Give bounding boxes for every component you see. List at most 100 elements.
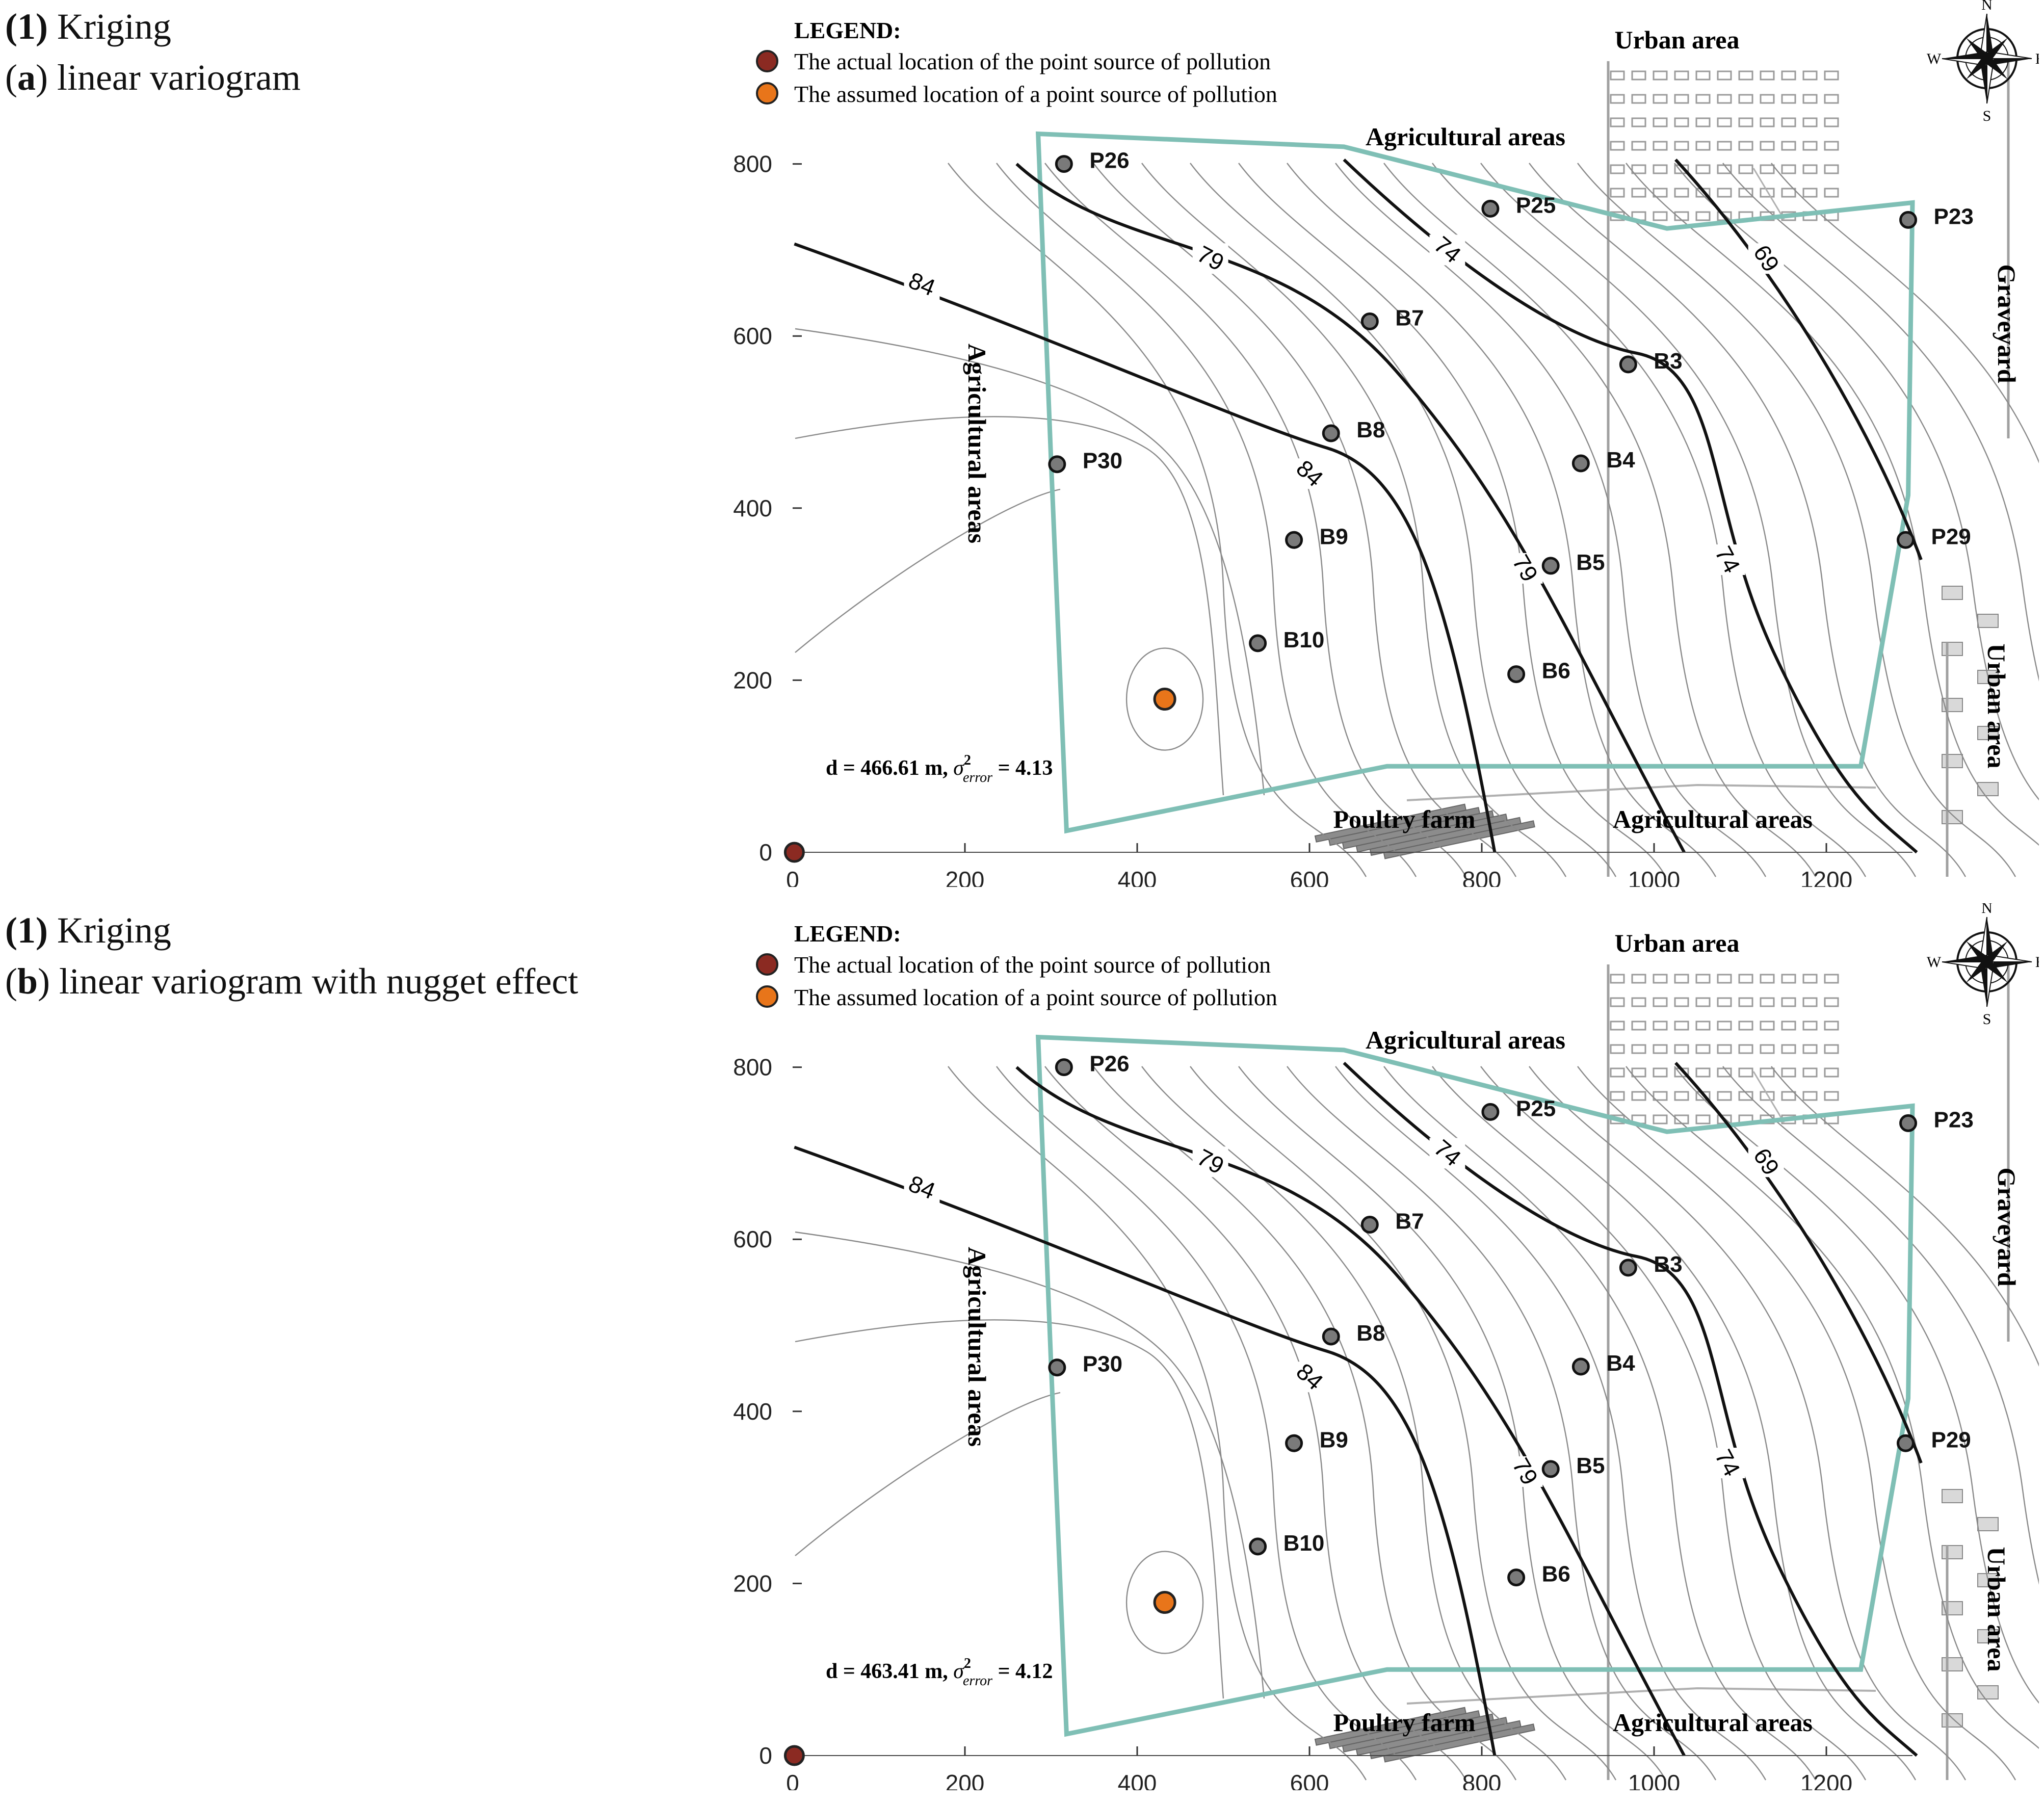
sampling-point-label: P26: [1089, 148, 1129, 173]
x-tick-label: 800: [1462, 867, 1502, 887]
annotation-sup: 2: [964, 1656, 971, 1671]
building-block: [1610, 141, 1625, 151]
annotation-distance: d = 466.61 m,: [826, 756, 953, 780]
thin-contour-line: [1093, 163, 1517, 877]
poultry-farm-label: Poultry farm: [1333, 1708, 1475, 1737]
caption-b-method: Kriging: [47, 910, 171, 951]
thin-contour-line: [1480, 163, 1917, 877]
building-block: [1631, 997, 1646, 1007]
sampling-point-p25: [1481, 1103, 1500, 1121]
actual-source-marker: [783, 842, 805, 863]
compass-s: S: [1983, 1011, 1991, 1028]
building-block: [1760, 94, 1775, 104]
study-area-boundary: [1035, 131, 1915, 834]
building-block: [1695, 1114, 1711, 1124]
building-block: [1653, 974, 1668, 984]
urban-area-top-label: Urban area: [1615, 929, 1740, 957]
compass-point-minor: [1966, 55, 1990, 80]
building-block: [1674, 1044, 1689, 1054]
sampling-point-label: B10: [1283, 1531, 1325, 1556]
urban-area-top-label: Urban area: [1615, 25, 1740, 54]
annotation-sigma: σ: [953, 756, 965, 780]
thin-contour-line: [1722, 163, 2039, 682]
caption-b: (1) Kriging (b) linear variogram with nu…: [5, 910, 579, 1002]
caption-a-method: Kriging: [47, 6, 171, 47]
sampling-point-label: B7: [1395, 306, 1424, 331]
thin-contour-line: [1141, 1066, 1567, 1781]
thin-contour-line: [1480, 1066, 1917, 1781]
building-block: [1653, 70, 1668, 81]
legend-assumed-swatch: [756, 985, 778, 1008]
building-block: [1631, 1021, 1646, 1031]
building-block: [1802, 974, 1818, 984]
building-block: [1717, 1021, 1732, 1031]
contour-label-bg: [1292, 1362, 1327, 1393]
sampling-point-b7: [1360, 1216, 1379, 1234]
thin-contour-line: [1044, 1066, 1467, 1781]
building-block: [1802, 1021, 1818, 1031]
x-tick-label: 1200: [1800, 867, 1852, 887]
sampling-point-p29: [1896, 1434, 1915, 1452]
compass-e: E: [2035, 954, 2039, 971]
legend-actual-swatch: [756, 953, 778, 976]
building-block: [1674, 141, 1689, 151]
building-block: [1631, 164, 1646, 174]
sampling-point-b9: [1285, 531, 1303, 549]
legend-actual-label: The actual location of the point source …: [794, 952, 1271, 978]
building-block: [1781, 1044, 1796, 1054]
sampling-point-label: B9: [1320, 1427, 1348, 1452]
annotation-sup: 2: [964, 752, 971, 768]
thin-contour-line: [795, 1319, 1224, 1699]
sampling-point-label: B7: [1395, 1209, 1424, 1234]
sampling-point-p23: [1899, 211, 1918, 229]
thin-contour-line: [1722, 1066, 2039, 1585]
sampling-point-b3: [1619, 1259, 1637, 1277]
building-block: [1653, 1114, 1668, 1124]
building-block: [1631, 974, 1646, 984]
building-block: [1977, 614, 1999, 628]
graveyard-label: Graveyard: [1993, 264, 2021, 383]
y-tick-label: 200: [733, 1570, 772, 1597]
isoline-around-source: [1125, 647, 1204, 751]
compass-point-minor: [1966, 958, 1990, 983]
building-block: [1738, 1091, 1753, 1101]
building-block: [1717, 1044, 1732, 1054]
sampling-point-label: B8: [1356, 417, 1385, 442]
building-block: [1977, 726, 1999, 740]
sampling-point-b3: [1619, 355, 1637, 374]
y-tick-label: 0: [759, 839, 772, 866]
building-block: [1695, 1021, 1711, 1031]
building-block: [1717, 1091, 1732, 1101]
compass-n: N: [1981, 0, 1993, 13]
building-block: [1674, 117, 1689, 127]
building-block: [1738, 1021, 1753, 1031]
compass-point: [1987, 917, 1994, 962]
axes: 0 200 400 600 800 1000 1200 0 200 400 600 800: [733, 151, 1912, 887]
agricultural-areas-top-label: Agricultural areas: [1366, 1026, 1565, 1054]
contour-label-bg: [1748, 1146, 1784, 1178]
contour-line-84: [794, 1145, 1497, 1756]
building-block: [1610, 94, 1625, 104]
building-block: [1760, 997, 1775, 1007]
building-block: [1610, 188, 1625, 198]
map-panel-b: 84 84 79 79 74 74 69 0 200 400 600 800 1000 1200 0 200 4…: [703, 903, 2039, 1790]
building-block: [1760, 188, 1775, 198]
poultry-farm-label: Poultry farm: [1333, 805, 1475, 833]
y-tick-label: 400: [733, 495, 772, 521]
building-block: [1802, 1044, 1818, 1054]
thin-contour-line: [1287, 163, 1717, 877]
sampling-point-label: B3: [1654, 1252, 1682, 1277]
compass-w: W: [1927, 954, 1942, 971]
base-map-sketch: [1314, 964, 2010, 1780]
contour-label-bg: [1429, 234, 1465, 266]
building-block: [1781, 188, 1796, 198]
assumed-source-marker: [1153, 688, 1176, 711]
agricultural-areas-bottom-label: Agricultural areas: [1613, 805, 1813, 833]
contour-label-bg: [1192, 243, 1228, 274]
building-block: [1824, 1091, 1839, 1101]
contour-label-bg: [1507, 553, 1543, 584]
building-block: [1781, 70, 1796, 81]
urban-area-right-label: Urban area: [1982, 644, 2011, 769]
